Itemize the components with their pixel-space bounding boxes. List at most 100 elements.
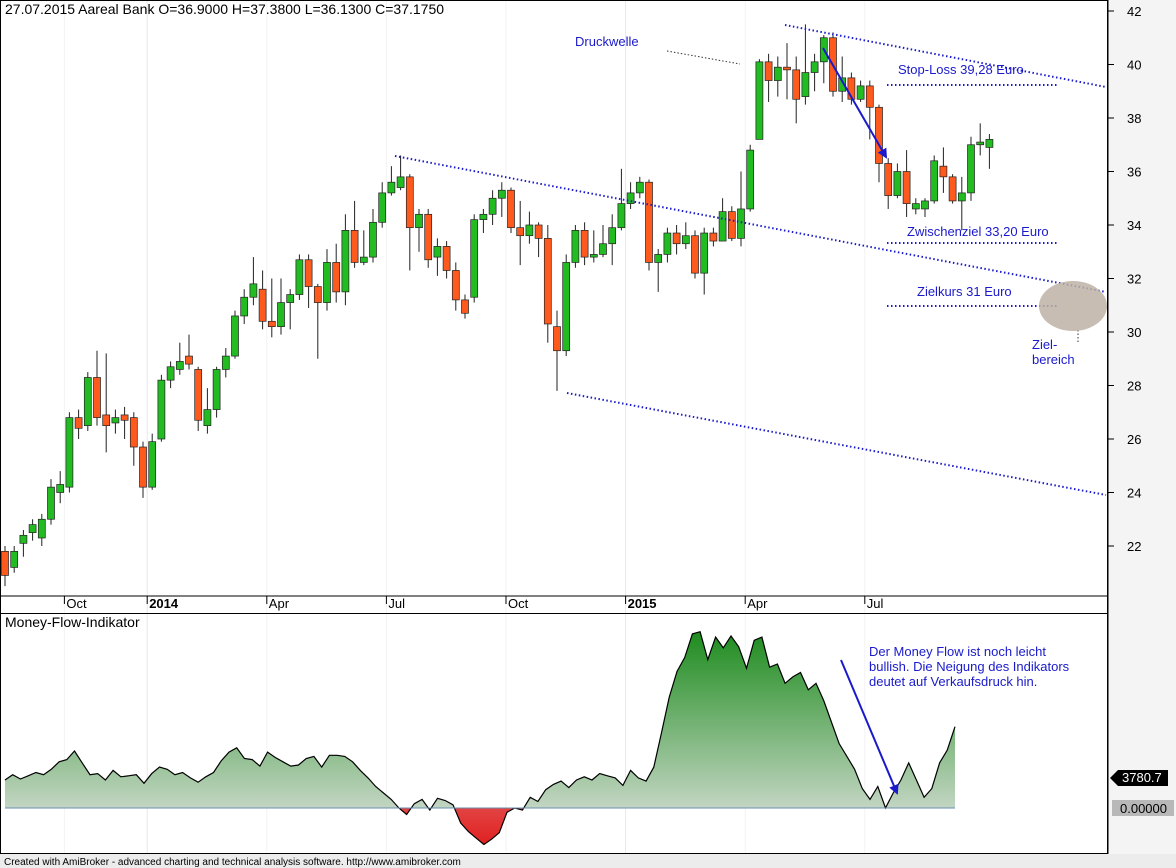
candle xyxy=(746,144,755,212)
y-tick-label: 30 xyxy=(1127,325,1141,340)
indicator-panel xyxy=(0,613,1108,854)
candle xyxy=(139,441,147,498)
candle xyxy=(580,222,589,266)
candle xyxy=(258,270,267,330)
candle xyxy=(387,166,396,196)
candle xyxy=(792,56,801,124)
candle xyxy=(589,230,598,263)
candle xyxy=(635,176,644,199)
y-tick-label: 32 xyxy=(1127,272,1141,287)
candle xyxy=(442,241,451,279)
candle xyxy=(976,123,985,156)
candle xyxy=(240,289,249,324)
footer-bar xyxy=(0,854,1176,868)
price-axis xyxy=(1108,0,1176,614)
candle xyxy=(553,310,561,391)
candle xyxy=(562,254,571,357)
candlestick-series xyxy=(1,24,994,587)
grid xyxy=(63,1,866,853)
x-tick-label: 2015 xyxy=(628,596,657,611)
candle xyxy=(617,168,626,231)
candle xyxy=(847,72,856,105)
candle xyxy=(277,278,285,335)
candle xyxy=(185,334,193,370)
money-flow-series xyxy=(4,630,956,846)
candle xyxy=(663,227,672,263)
candle xyxy=(727,206,736,242)
candle xyxy=(985,134,994,169)
zielbereich-label-2: bereich xyxy=(1032,352,1075,367)
x-tick-label: Jul xyxy=(867,596,884,611)
trendline-bottom xyxy=(566,392,1107,496)
candle xyxy=(359,230,368,266)
y-axis-ticks: 22 24 26 28 30 32 34 36 38 40 42 xyxy=(1108,4,1141,554)
candle xyxy=(37,513,46,546)
candle xyxy=(921,198,929,217)
candle xyxy=(534,222,543,258)
candle xyxy=(718,198,727,242)
candle xyxy=(83,372,92,431)
candle xyxy=(65,412,74,493)
candle xyxy=(221,348,230,378)
candle xyxy=(681,222,690,250)
candle xyxy=(19,529,28,557)
chart-header: 27.07.2015 Aareal Bank O=36.9000 H=37.38… xyxy=(5,1,444,17)
candle xyxy=(939,147,948,193)
mf-note-line-3: deutet auf Verkaufsdruck hin. xyxy=(869,674,1037,689)
mf-note-line-2: bullish. Die Neigung des Indikators xyxy=(869,659,1070,674)
candle xyxy=(93,350,101,426)
trend-drawings xyxy=(394,24,1107,795)
candle xyxy=(911,198,920,215)
candle xyxy=(304,254,313,308)
x-tick-label: Apr xyxy=(747,596,768,611)
zielbereich-label-1: Ziel- xyxy=(1032,337,1057,352)
candle xyxy=(470,214,479,303)
candle xyxy=(507,187,515,234)
candle xyxy=(654,249,663,292)
zwischenziel-label: Zwischenziel 33,20 Euro xyxy=(907,224,1049,239)
trendline-middle xyxy=(394,155,1107,293)
candle xyxy=(295,254,304,300)
candle xyxy=(737,171,745,247)
candle xyxy=(764,53,773,102)
candle xyxy=(884,158,893,209)
candle xyxy=(341,214,350,306)
candle xyxy=(516,200,525,266)
stop-loss-label: Stop-Loss 39,28 Euro xyxy=(898,62,1024,77)
candle xyxy=(773,56,782,97)
candle xyxy=(47,479,55,525)
candle xyxy=(332,243,341,303)
mf-last-value-box xyxy=(1110,770,1168,786)
candle xyxy=(157,374,166,442)
candle xyxy=(645,179,653,271)
candle xyxy=(28,519,37,541)
y-tick-label: 38 xyxy=(1127,111,1141,126)
indicator-axis xyxy=(1108,614,1176,854)
candle xyxy=(129,412,138,466)
druckwelle-label: Druckwelle xyxy=(575,34,639,49)
candle xyxy=(488,190,497,225)
mf-zero-box xyxy=(1112,800,1174,816)
mf-note-line-1: Der Money Flow ist noch leicht xyxy=(869,644,1046,659)
candle xyxy=(350,200,359,268)
candle xyxy=(930,155,939,204)
candle xyxy=(433,238,442,276)
candle xyxy=(1,546,9,587)
mf-last-value: 3780.7 xyxy=(1122,770,1162,785)
candle xyxy=(599,225,607,258)
candle xyxy=(405,174,414,271)
candle xyxy=(709,227,718,247)
mf-line xyxy=(4,630,956,846)
candle xyxy=(56,471,65,504)
y-tick-label: 28 xyxy=(1127,379,1141,394)
y-tick-label: 24 xyxy=(1127,486,1141,501)
candle xyxy=(286,289,295,330)
x-axis-ticks: Oct 2014 Apr Jul Oct 2015 Apr Jul xyxy=(1,595,1107,611)
candle xyxy=(451,262,460,311)
x-tick-label: Apr xyxy=(269,596,290,611)
y-tick-label: 26 xyxy=(1127,432,1141,447)
indicator-title: Money-Flow-Indikator xyxy=(5,614,140,630)
candle xyxy=(369,208,377,263)
candle xyxy=(74,409,83,439)
x-tick-label: Oct xyxy=(508,596,529,611)
